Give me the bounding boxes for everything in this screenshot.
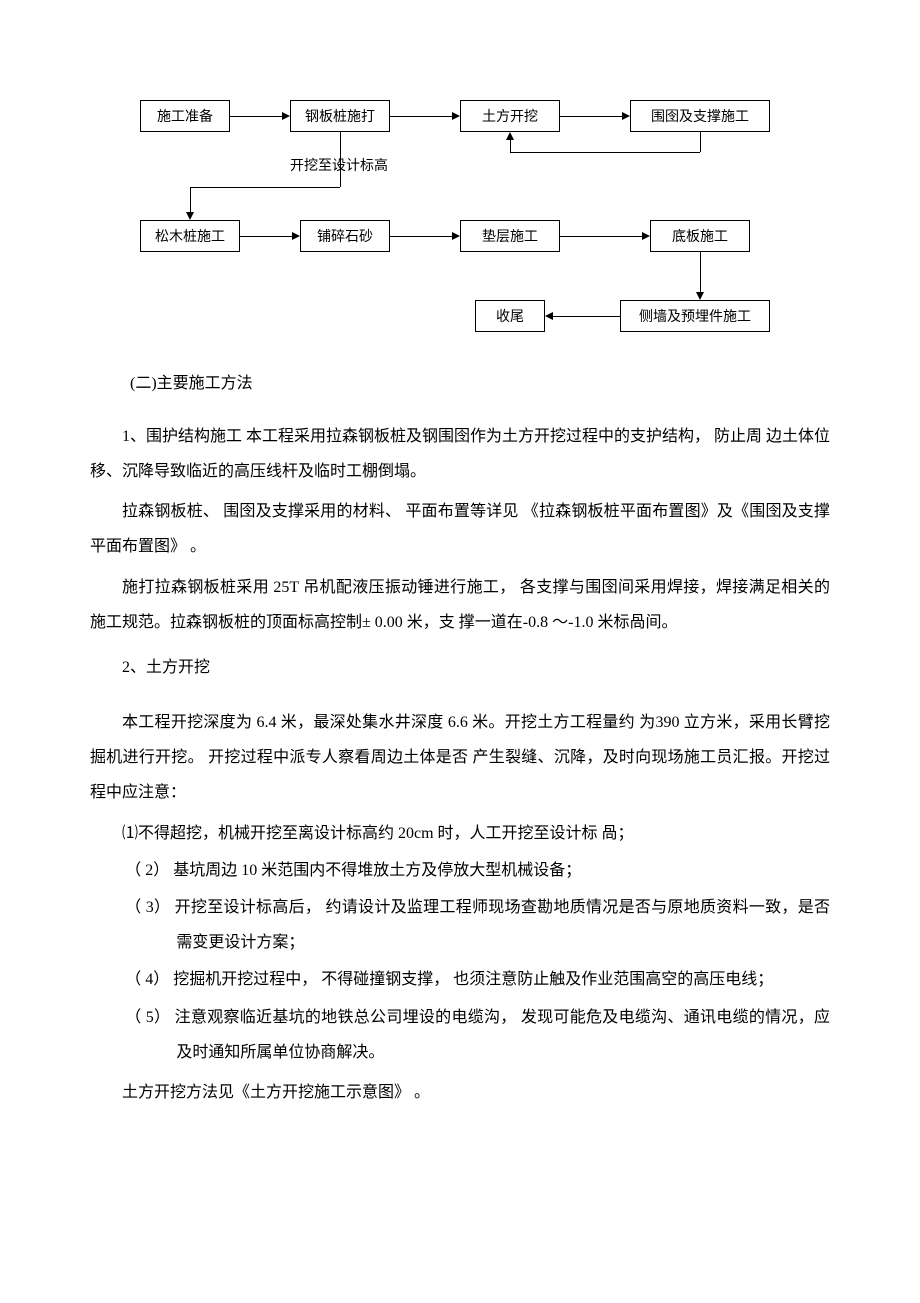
arrow (230, 116, 282, 117)
flow-box-pile: 钢板桩施打 (290, 100, 390, 132)
arrow-head (452, 112, 460, 120)
arrow-head (282, 112, 290, 120)
list-item-2: （ 2） 基坑周边 10 米范围内不得堆放土方及停放大型机械设备； (90, 853, 830, 888)
flow-box-excavate: 土方开挖 (460, 100, 560, 132)
list-item-4: （ 4） 挖掘机开挖过程中， 不得碰撞钢支撑， 也须注意防止触及作业范围高空的高… (90, 962, 830, 997)
arrow-head (642, 232, 650, 240)
flow-box-cushion: 垫层施工 (460, 220, 560, 252)
final-paragraph: 土方开挖方法见《土方开挖施工示意图》 。 (90, 1075, 830, 1110)
flow-box-wall: 侧墙及预埋件施工 (620, 300, 770, 332)
arrow (510, 140, 511, 152)
arrow-head (292, 232, 300, 240)
flowchart: 施工准备 钢板桩施打 土方开挖 围囹及支撑施工 开挖至设计标高 松木桩施工 铺碎… (120, 100, 800, 340)
flow-box-support: 围囹及支撑施工 (630, 100, 770, 132)
paragraph-1: 1、围护结构施工 本工程采用拉森钢板桩及钢围囹作为土方开挖过程中的支护结构， 防… (90, 419, 830, 489)
arrow-head (622, 112, 630, 120)
paragraph-2: 拉森钢板桩、 围囹及支撑采用的材料、 平面布置等详见 《拉森钢板桩平面布置图》及… (90, 494, 830, 564)
arrow-head (452, 232, 460, 240)
list-item-3: （ 3） 开挖至设计标高后， 约请设计及监理工程师现场查勘地质情况是否与原地质资… (90, 890, 830, 960)
flow-box-finish: 收尾 (475, 300, 545, 332)
arrow (560, 116, 622, 117)
flow-box-gravel: 铺碎石砂 (300, 220, 390, 252)
arrow (340, 132, 341, 187)
arrow-head (506, 132, 514, 140)
paragraph-3: 施打拉森钢板桩采用 25T 吊机配液压振动锤进行施工， 各支撑与围囹间采用焊接，… (90, 570, 830, 640)
arrow-head (696, 292, 704, 300)
arrow-head (545, 312, 553, 320)
arrow (560, 236, 642, 237)
section-title: (二)主要施工方法 (130, 370, 830, 399)
arrow (190, 187, 340, 188)
flow-box-bottom: 底板施工 (650, 220, 750, 252)
arrow (390, 116, 452, 117)
paragraph-4: 本工程开挖深度为 6.4 米，最深处集水井深度 6.6 米。开挖土方工程量约 为… (90, 705, 830, 811)
arrow-head (186, 212, 194, 220)
arrow (390, 236, 452, 237)
arrow (700, 132, 701, 152)
arrow (190, 187, 191, 212)
flow-box-prepare: 施工准备 (140, 100, 230, 132)
sub-heading-2: 2、土方开挖 (90, 650, 830, 685)
arrow (553, 316, 620, 317)
flow-label-design: 开挖至设计标高 (290, 155, 388, 175)
list-item-5: （ 5） 注意观察临近基坑的地铁总公司埋设的电缆沟， 发现可能危及电缆沟、通讯电… (90, 1000, 830, 1070)
arrow (240, 236, 292, 237)
flow-box-wood: 松木桩施工 (140, 220, 240, 252)
arrow (700, 252, 701, 292)
list-item-1: ⑴不得超挖，机械开挖至离设计标高约 20cm 时，人工开挖至设计标 咼； (90, 816, 830, 851)
arrow (510, 152, 700, 153)
